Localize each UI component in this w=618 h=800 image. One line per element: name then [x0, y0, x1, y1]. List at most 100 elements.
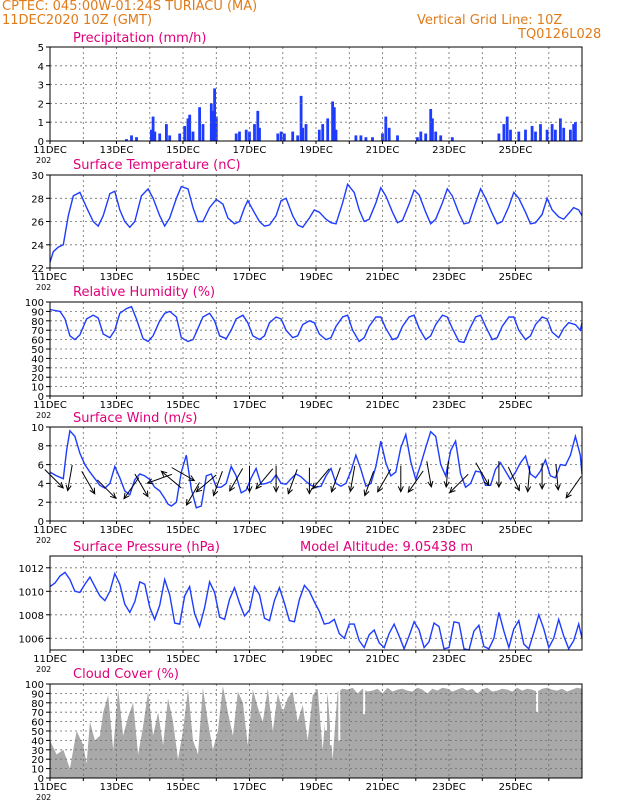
x-tick-label: 15DEC — [166, 400, 200, 411]
wind-arrow-shaft — [287, 469, 298, 494]
x-year-label: 202 — [36, 793, 51, 800]
wind-arrow — [554, 463, 561, 491]
wind-arrow-head — [483, 479, 490, 487]
wind-arrow-shaft — [475, 462, 490, 486]
x-year-label: 202 — [36, 536, 51, 545]
precip-bar — [258, 127, 261, 141]
precip-bar — [524, 129, 527, 141]
wind-arrow-head — [229, 484, 235, 492]
wind-arrow-head — [185, 498, 192, 507]
precip-bar — [354, 135, 358, 141]
x-tick-label: 15DEC — [166, 525, 200, 536]
wind-arrow-head — [160, 470, 168, 478]
precip-bar — [158, 133, 162, 141]
press-title: Surface Pressure (hPa) — [73, 540, 220, 555]
wind-arrow — [475, 462, 490, 487]
precip-bar — [178, 133, 182, 141]
x-tick-label: 13DEC — [100, 654, 134, 665]
y-tick-label: 30 — [31, 746, 44, 757]
y-tick-label: 100 — [25, 298, 44, 309]
y-tick-label: 8 — [38, 442, 44, 453]
x-tick-label: 23DEC — [432, 654, 466, 665]
x-tick-label: 19DEC — [299, 525, 333, 536]
wind-arrow-head — [287, 487, 293, 495]
x-tick-label: 21DEC — [366, 272, 400, 283]
rh-series-line — [49, 305, 583, 344]
temp-series-line — [49, 182, 583, 263]
precip-bar — [301, 127, 305, 141]
precip-bar — [165, 124, 168, 141]
precip-bar — [151, 116, 155, 141]
wind-arrow-head — [123, 492, 130, 500]
y-tick-label: 80 — [31, 317, 44, 328]
precip-bar — [530, 126, 534, 141]
y-tick-label: 0 — [38, 392, 44, 403]
wind-arrow — [287, 469, 298, 495]
precip-bar — [168, 135, 172, 141]
wind-arrow-head — [330, 485, 337, 493]
x-tick-label: 23DEC — [432, 145, 466, 156]
x-tick-label: 17DEC — [233, 782, 267, 793]
y-tick-label: 40 — [31, 354, 44, 365]
precip-bar — [539, 124, 542, 141]
y-tick-label: 30 — [31, 364, 44, 375]
wind-arrow-head — [539, 483, 546, 491]
y-tick-label: 5 — [38, 43, 44, 54]
y-tick-label: 40 — [31, 736, 44, 747]
wind-arrow — [448, 473, 469, 494]
run-code: TQ0126L028 — [518, 27, 602, 42]
y-tick-label: 60 — [31, 336, 44, 347]
x-tick-label: 23DEC — [432, 400, 466, 411]
wind-arrow — [81, 470, 96, 495]
wind-arrow — [397, 465, 404, 493]
x-tick-label: 15DEC — [166, 782, 200, 793]
y-tick-label: 30 — [31, 171, 44, 182]
precip-bar — [183, 126, 187, 141]
y-tick-label: 1006 — [19, 634, 44, 645]
precip-bar — [332, 107, 336, 141]
cloud-gap — [325, 684, 327, 731]
cloud-gap — [330, 684, 332, 746]
precip-bar — [416, 137, 419, 141]
wind-arrow-shaft — [377, 469, 392, 493]
x-tick-label: 13DEC — [100, 272, 134, 283]
x-tick-label: 25DEC — [499, 400, 533, 411]
precip-bar — [321, 124, 325, 141]
precip-bar — [279, 131, 283, 141]
cloud-gap — [338, 684, 341, 741]
wind-arrow — [160, 470, 182, 489]
x-tick-label: 21DEC — [366, 654, 400, 665]
press-series-line — [49, 571, 583, 651]
precip-bar — [253, 124, 256, 141]
precip-bar — [364, 137, 368, 141]
wind-arrow-shaft — [555, 463, 559, 490]
wind-arrow — [65, 464, 73, 492]
precip-bar — [502, 124, 506, 141]
precip-bar — [419, 131, 423, 141]
wind-arrow — [273, 465, 280, 493]
x-tick-label: 17DEC — [233, 400, 267, 411]
x-tick-label: 19DEC — [299, 400, 333, 411]
x-tick-label: 21DEC — [366, 782, 400, 793]
y-tick-label: 0 — [38, 137, 44, 148]
wind-arrow — [330, 467, 341, 493]
y-tick-label: 6 — [38, 461, 44, 472]
precip-bar — [545, 129, 549, 141]
wind-arrow-head — [565, 491, 572, 499]
y-tick-label: 20 — [31, 755, 44, 766]
precip-bar — [201, 124, 205, 141]
wind-arrow-shaft — [171, 467, 195, 481]
precip-bar — [534, 131, 537, 141]
x-tick-label: 19DEC — [299, 782, 333, 793]
x-tick-label: 15DEC — [166, 272, 200, 283]
wind-arrow-shaft — [67, 464, 73, 491]
wind-arrow-shaft — [81, 470, 96, 494]
x-tick-label: 23DEC — [432, 782, 466, 793]
wind-arrow-head — [142, 490, 149, 498]
wind-arrow — [229, 468, 244, 492]
wind-arrow-head — [195, 486, 203, 493]
precip-bar — [125, 139, 128, 141]
cloud-gap — [536, 684, 539, 713]
wind-arrow-head — [109, 492, 117, 500]
